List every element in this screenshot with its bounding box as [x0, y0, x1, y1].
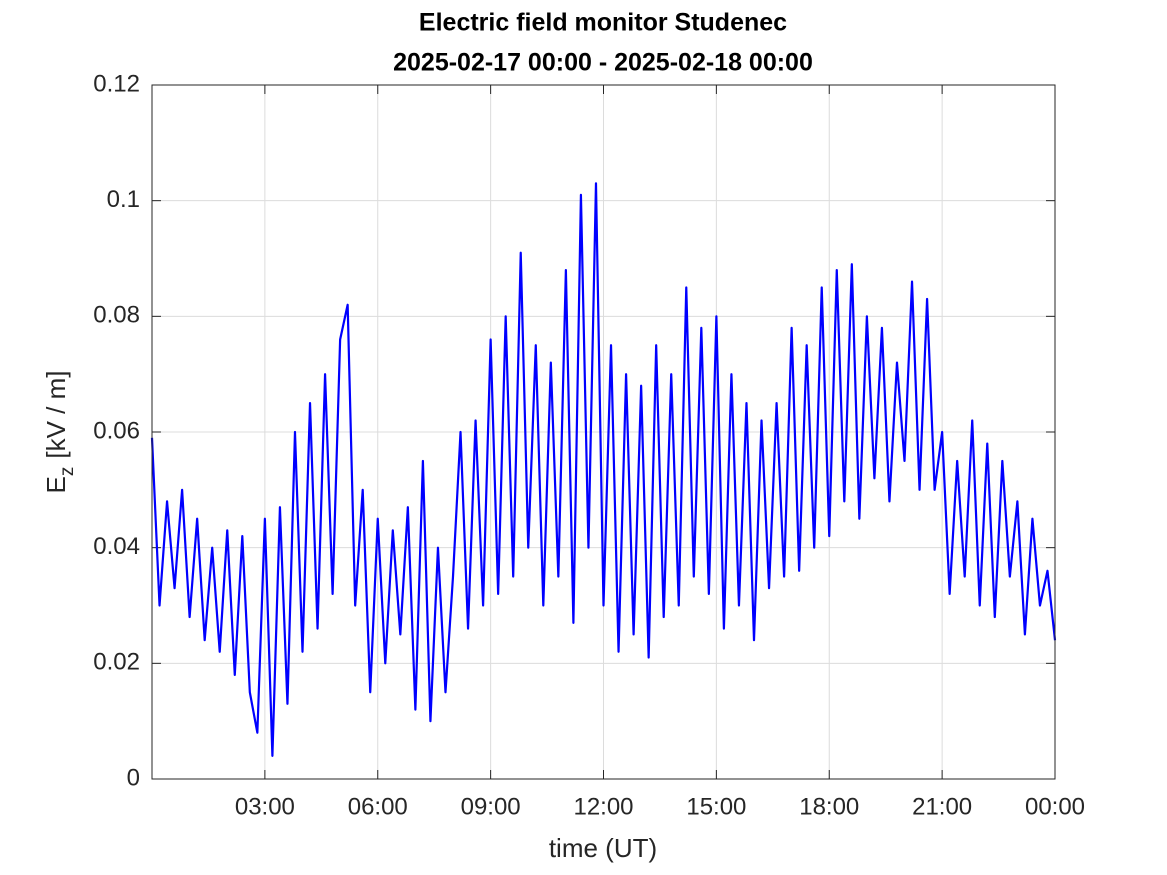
- y-tick-label: 0: [127, 764, 140, 791]
- x-tick-label: 00:00: [1025, 793, 1085, 820]
- x-tick-label: 21:00: [912, 793, 972, 820]
- x-tick-label: 18:00: [799, 793, 859, 820]
- x-tick-label: 03:00: [235, 793, 295, 820]
- y-tick-label: 0.02: [93, 649, 140, 676]
- x-tick-label: 09:00: [461, 793, 521, 820]
- y-axis-label: Ez [kV / m]: [41, 371, 78, 494]
- data-line: [150, 182, 1057, 757]
- y-label-subscript: z: [57, 467, 78, 477]
- y-tick-label: 0.1: [107, 186, 140, 213]
- x-tick-label: 15:00: [686, 793, 746, 820]
- y-tick-label: 0.12: [93, 70, 140, 97]
- y-tick-label: 0.08: [93, 302, 140, 329]
- y-tick-label: 0.04: [93, 533, 140, 560]
- x-tick-label: 12:00: [573, 793, 633, 820]
- y-label-unit: [kV / m]: [41, 371, 71, 459]
- y-tick-label: 0.06: [93, 417, 140, 444]
- x-tick-label: 06:00: [348, 793, 408, 820]
- y-label-base: E: [41, 476, 71, 493]
- x-axis-label: time (UT): [549, 833, 657, 863]
- chart-subtitle: 2025-02-17 00:00 - 2025-02-18 00:00: [393, 49, 813, 77]
- y-axis-label-text: Ez [kV / m]: [41, 371, 78, 494]
- chart-title: Electric field monitor Studenec: [419, 9, 787, 37]
- plot-frame: [151, 84, 1056, 780]
